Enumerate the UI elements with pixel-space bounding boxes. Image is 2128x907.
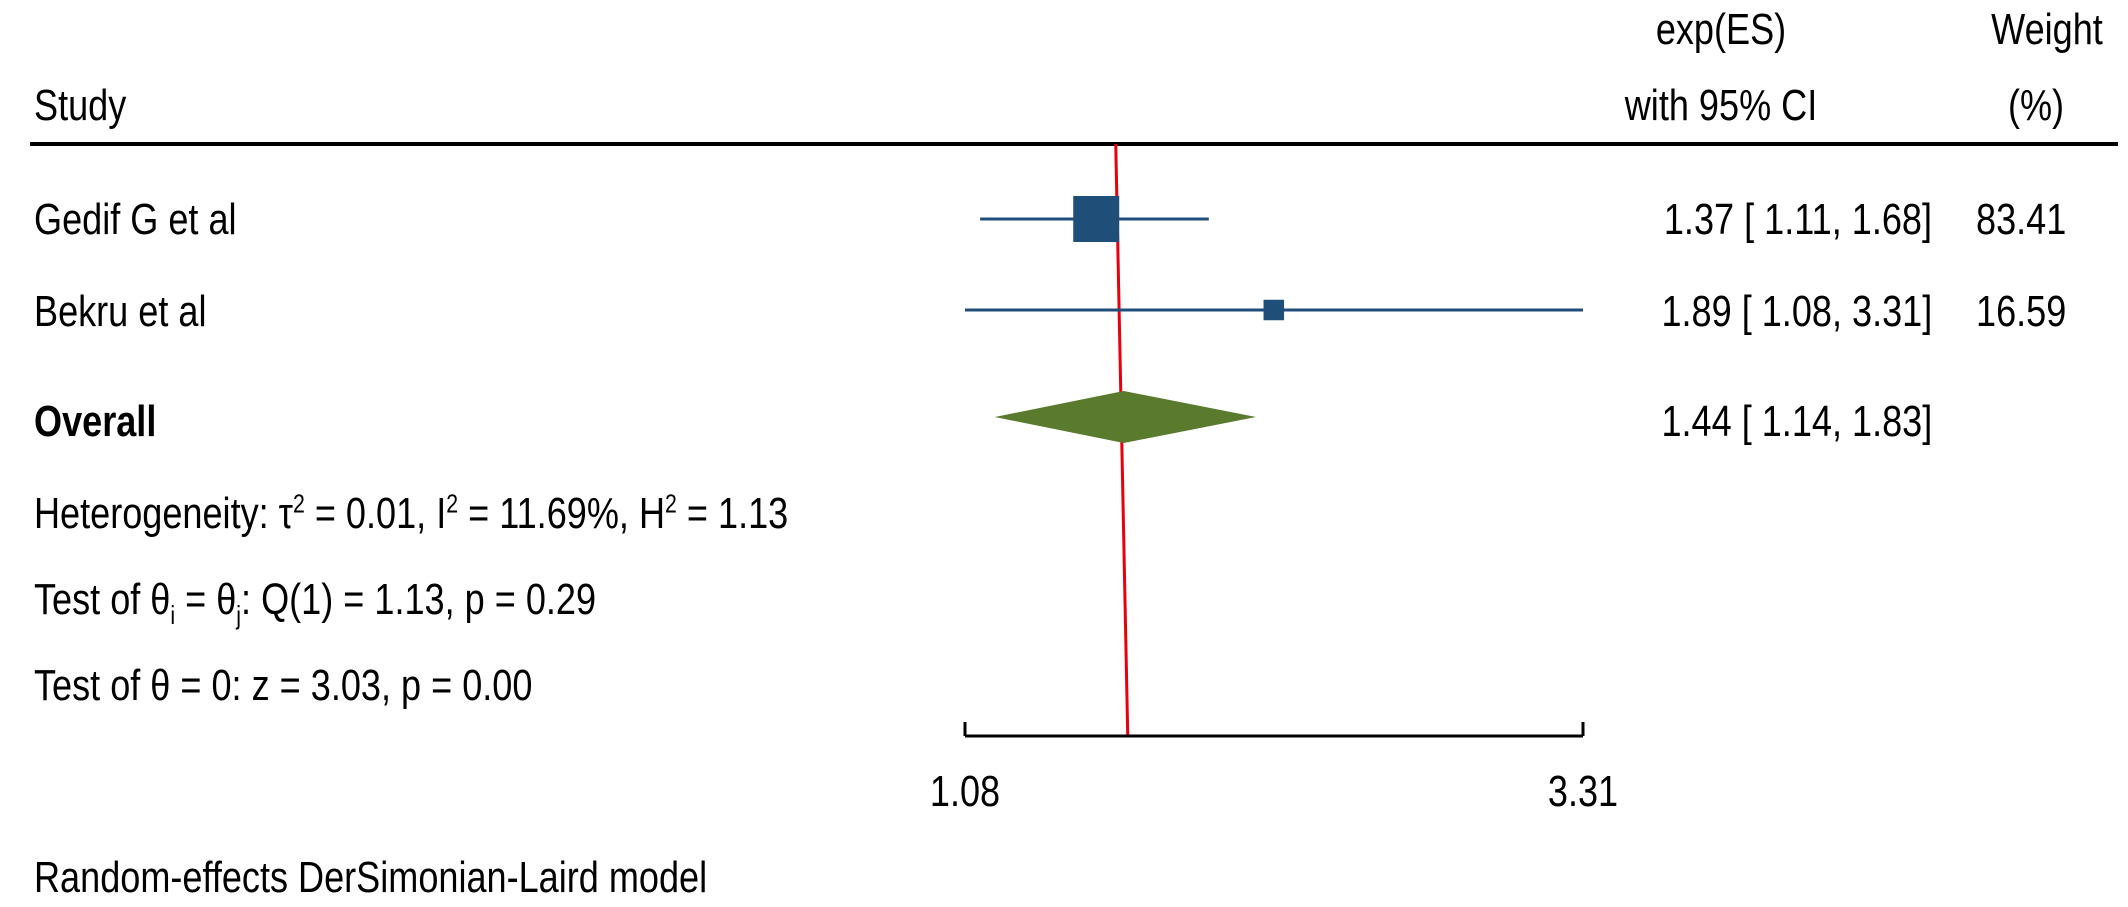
study-effect-marker — [1263, 299, 1285, 321]
overall-ci-text: 1.44 [ 1.14, 1.83] — [1661, 397, 1932, 446]
test-theta-zero-text: Test of θ = 0: z = 3.03, p = 0.00 — [34, 661, 533, 710]
es-header-line1: exp(ES) — [1655, 5, 1787, 54]
study-header: Study — [34, 81, 127, 130]
overall-diamond — [994, 391, 1256, 443]
weight-header-line2: (%) — [2007, 81, 2065, 130]
overall-label: Overall — [34, 397, 157, 446]
test-theta-ij-text: Test of θi = θj: Q(1) = 1.13, p = 0.29 — [34, 575, 597, 630]
study-weight-text: 16.59 — [1976, 287, 2067, 336]
axis-tick-label: 1.08 — [929, 767, 1001, 816]
study-ci-text: 1.89 [ 1.08, 3.31] — [1661, 287, 1932, 336]
study-ci-text: 1.37 [ 1.11, 1.68] — [1663, 195, 1932, 244]
heterogeneity-text: Heterogeneity: τ2 = 0.01, I2 = 11.69%, H… — [34, 488, 789, 538]
study-name: Bekru et al — [34, 287, 207, 336]
es-header-line2: with 95% CI — [1624, 81, 1818, 130]
study-weight-text: 83.41 — [1976, 195, 2067, 244]
weight-header-line1: Weight — [1991, 5, 2103, 54]
study-effect-marker — [1073, 196, 1120, 242]
model-footnote: Random-effects DerSimonian-Laird model — [34, 853, 708, 902]
study-name: Gedif G et al — [34, 195, 237, 244]
axis-tick-label: 3.31 — [1547, 767, 1619, 816]
